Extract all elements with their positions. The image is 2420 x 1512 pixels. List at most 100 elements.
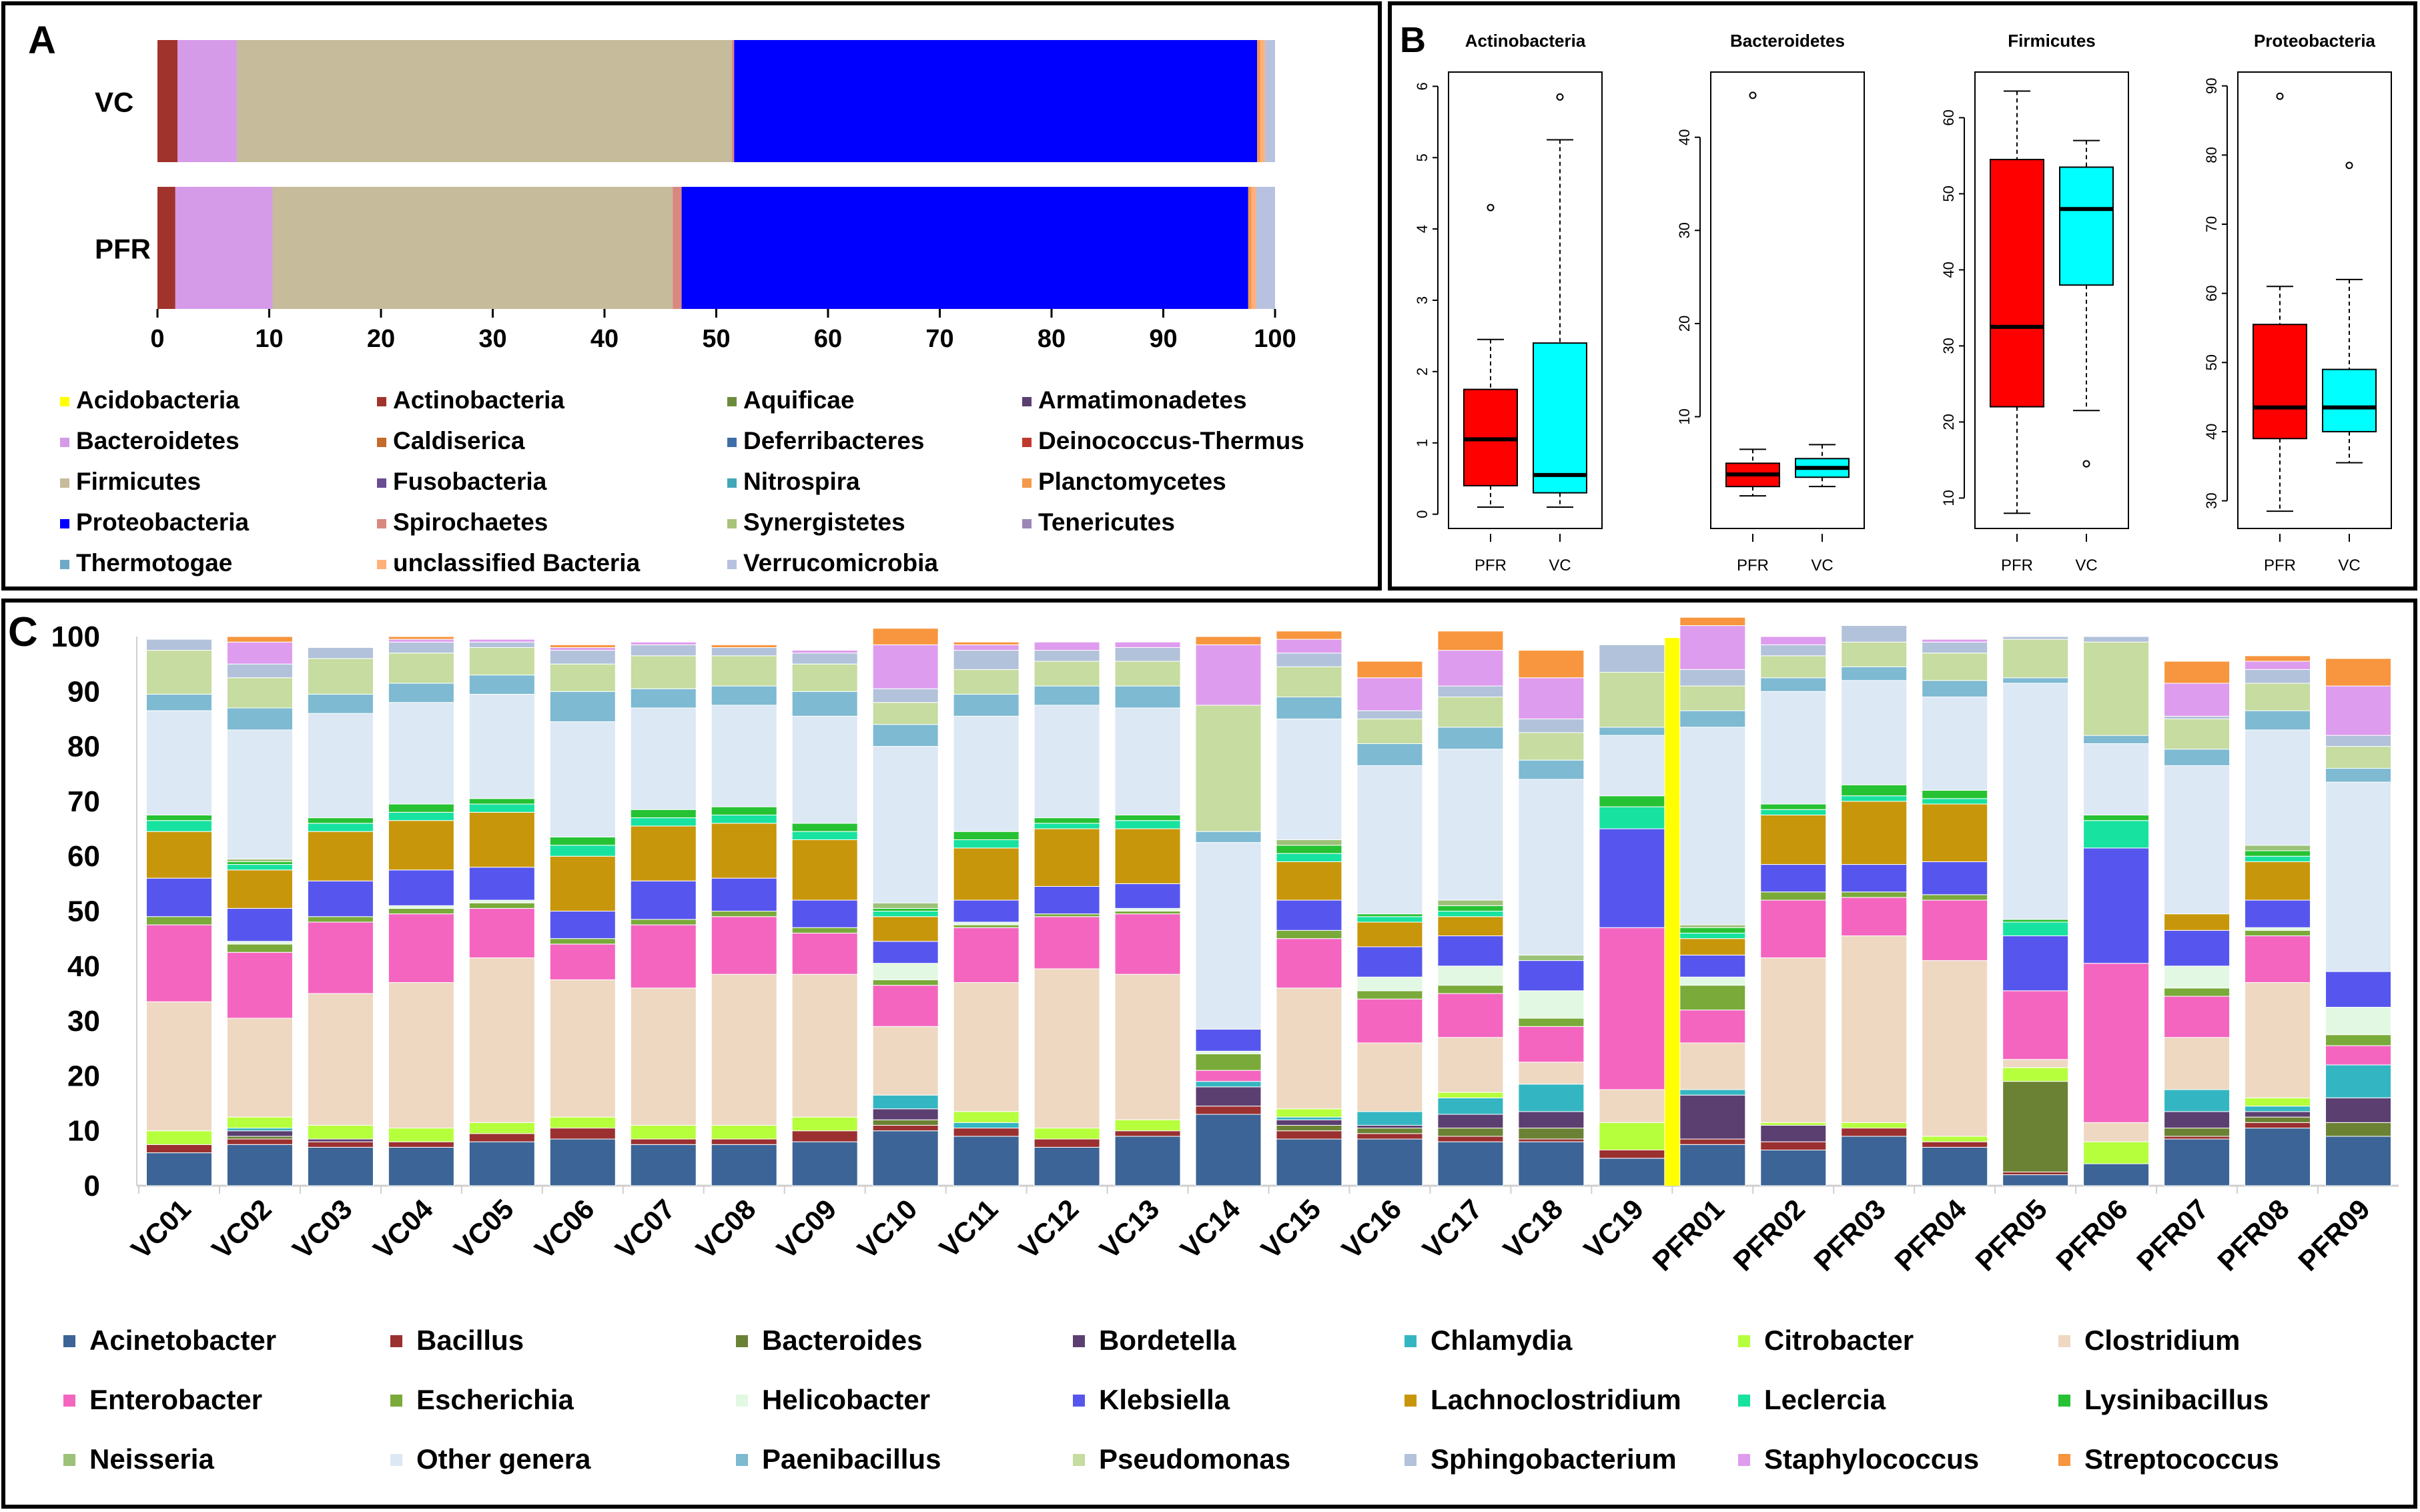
bar-vc15-bacillus [1276, 1130, 1342, 1140]
bar-pfr01-bacillus [1679, 1138, 1746, 1145]
box-proteobacteria-y-tick-label: 50 [2203, 354, 2220, 370]
bar-pfr01-klebsiella [1679, 954, 1746, 978]
bar-vc04-other-genera [388, 702, 454, 805]
y-tick-label: 10 [67, 1115, 100, 1148]
box-actinobacteria-vc-box [1533, 342, 1587, 494]
bar-vc10-chlamydia [872, 1094, 939, 1110]
bar-pfr09-other-genera [2325, 781, 2392, 972]
x-tick-label: 100 [1254, 325, 1296, 353]
bar-pfr07-sphingobacterium [2164, 715, 2231, 719]
bar-vc-bacteroidetes [177, 40, 237, 162]
bar-vc11-lachnoclostridium [953, 847, 1020, 901]
legend-swatch-staphylococcus [1738, 1454, 1750, 1466]
bar-vc16-acinetobacter [1356, 1138, 1423, 1186]
bar-vc09-staphylococcus [791, 650, 858, 654]
bar-pfr01-helicobacter [1679, 976, 1746, 986]
bar-vc17-acinetobacter [1437, 1141, 1504, 1186]
bar-vc03-lysinibacillus [307, 817, 374, 824]
bar-vc02-bordetella [226, 1130, 293, 1137]
bar-vc11-helicobacter [953, 921, 1020, 925]
bar-pfr01-escherichia [1679, 985, 1746, 1011]
bar-vc18-bacillus [1518, 1138, 1585, 1142]
bar-vc09-clostridium [791, 974, 858, 1118]
bar-vc17-streptococcus [1437, 631, 1504, 651]
bar-vc17-lysinibacillus [1437, 905, 1504, 912]
legend-label-other-genera: Other genera [416, 1443, 591, 1475]
x-tick-label: 30 [478, 325, 506, 353]
legend-label-clostridium: Clostridium [2084, 1325, 2240, 1356]
bar-pfr07-enterobacter [2164, 996, 2231, 1038]
bar-pfr06-sphingobacterium [2083, 636, 2150, 643]
bar-pfr09-bacteroides [2325, 1122, 2392, 1137]
bar-vc15-leclercia [1276, 853, 1342, 862]
bar-pfr06-pseudomonas [2083, 641, 2150, 736]
bar-pfr01-streptococcus [1679, 617, 1746, 627]
box-proteobacteria-y-tick-label: 90 [2203, 77, 2220, 93]
legend-swatch-proteobacteria [60, 519, 69, 528]
bar-vc12-citrobacter [1034, 1128, 1100, 1140]
box-bacteroidetes-vc-label: VC [1811, 556, 1833, 575]
box-proteobacteria-title: Proteobacteria [2254, 31, 2376, 51]
bar-pfr01-paenibacillus [1679, 710, 1746, 728]
box-proteobacteria-vc-outlier [2345, 161, 2353, 169]
bar-pfr01-sphingobacterium [1679, 669, 1746, 687]
bar-vc02-lysinibacillus [226, 861, 293, 865]
bar-pfr-bacteroidetes [175, 187, 273, 309]
bar-vc13-sphingobacterium [1114, 647, 1181, 662]
bar-vc09-enterobacter [791, 932, 858, 975]
box-proteobacteria-frame [2237, 71, 2392, 529]
bar-vc13-escherichia [1114, 911, 1181, 915]
bar-pfr05-leclercia [2002, 921, 2069, 937]
bar-vc09-bacillus [791, 1130, 858, 1142]
bar-pfr02-bordetella [1760, 1124, 1827, 1142]
bar-vc05-sphingobacterium [468, 641, 535, 648]
bar-pfr05-bacillus [2002, 1171, 2069, 1176]
legend-label-synergistetes: Synergistetes [743, 508, 905, 536]
bar-vc15-sphingobacterium [1276, 653, 1342, 667]
bar-pfr02-klebsiella [1760, 864, 1827, 893]
legend-swatch-enterobacter [63, 1395, 75, 1407]
bar-vc10-enterobacter [872, 985, 939, 1027]
bar-pfr02-staphylococcus [1760, 636, 1827, 645]
bar-vc06-streptococcus [549, 644, 616, 648]
bar-pfr01-lysinibacillus [1679, 927, 1746, 933]
bar-vc18-clostridium [1518, 1062, 1585, 1085]
bar-vc16-lysinibacillus [1356, 913, 1423, 917]
legend-swatch-neisseria [63, 1454, 75, 1466]
bar-vc13-bacillus [1114, 1130, 1181, 1137]
bar-vc01-klebsiella [145, 877, 212, 917]
bar-pfr07-pseudomonas [2164, 718, 2231, 750]
x-tick-label: 90 [1149, 325, 1177, 353]
bar-vc07-acinetobacter [630, 1144, 697, 1186]
bar-pfr05-paenibacillus [2002, 677, 2069, 684]
box-actinobacteria-y-tick-label: 3 [1414, 296, 1431, 304]
legend-label-acidobacteria: Acidobacteria [76, 386, 240, 414]
bar-pfr06-klebsiella [2083, 847, 2150, 964]
box-proteobacteria-pfr-box [2253, 324, 2307, 440]
bar-pfr02-citrobacter [1760, 1122, 1827, 1126]
bar-vc13-lysinibacillus [1114, 814, 1181, 821]
bar-vc18-pseudomonas [1518, 732, 1585, 761]
bar-vc04-lachnoclostridium [388, 820, 454, 871]
bar-vc14-enterobacter [1195, 1070, 1262, 1082]
legend-label-helicobacter: Helicobacter [762, 1384, 930, 1415]
bar-vc15-paenibacillus [1276, 697, 1342, 719]
bar-vc03-sphingobacterium [307, 647, 374, 659]
bar-vc07-pseudomonas [630, 655, 697, 689]
bar-vc08-leclercia [711, 814, 777, 824]
bar-pfr03-leclercia [1841, 795, 1908, 802]
bar-vc03-leclercia [307, 823, 374, 832]
bar-vc12-bacillus [1034, 1138, 1100, 1148]
bar-vc04-pseudomonas [388, 653, 454, 684]
bar-pfr08-bacteroides [2245, 1116, 2311, 1123]
bar-vc12-escherichia [1034, 913, 1100, 917]
bar-vc11-citrobacter [953, 1111, 1020, 1123]
bar-pfr05-sphingobacterium [2002, 636, 2069, 640]
bar-vc04-helicobacter [388, 905, 454, 909]
bar-vc02-enterobacter [226, 952, 293, 1019]
legend-label-streptococcus: Streptococcus [2084, 1443, 2279, 1475]
legend-swatch-bacteroidetes [60, 438, 69, 447]
bar-pfr05-lysinibacillus [2002, 919, 2069, 923]
bar-pfr07-helicobacter [2164, 966, 2231, 989]
legend-swatch-pseudomonas [1073, 1454, 1085, 1466]
